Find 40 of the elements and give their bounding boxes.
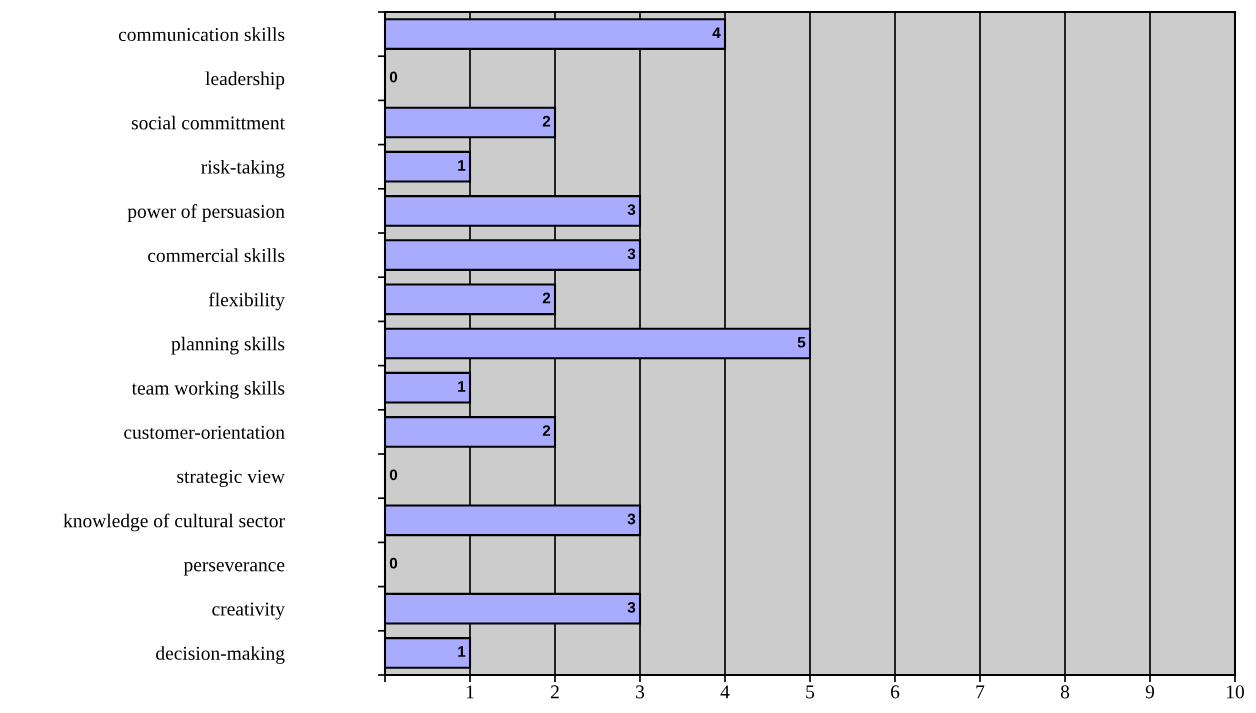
y-tick-label: knowledge of cultural sector — [63, 513, 285, 532]
y-tick-label: flexibility — [208, 292, 285, 311]
y-tick-label: perseverance — [183, 562, 285, 576]
x-tick-label: 10 — [1226, 685, 1244, 699]
x-tick-label: 3 — [636, 685, 645, 699]
x-tick-label: 6 — [890, 685, 900, 699]
data-label: 3 — [627, 204, 636, 216]
data-label: 0 — [389, 557, 398, 569]
data-label: 3 — [627, 248, 636, 260]
y-tick-label: customer-orientation — [124, 425, 285, 439]
data-label: 3 — [627, 601, 636, 613]
y-tick-label: planning skills — [171, 336, 285, 355]
data-label: 0 — [389, 469, 398, 481]
data-label: 5 — [797, 336, 806, 348]
data-label: 2 — [542, 292, 551, 304]
data-label: 0 — [389, 71, 398, 83]
x-tick-label: 9 — [1145, 685, 1155, 699]
y-tick-label: social committment — [131, 115, 285, 130]
y-tick-label: decision-making — [156, 646, 285, 664]
y-tick-label: power of persuasion — [127, 204, 285, 222]
x-tick-label: 2 — [550, 685, 559, 699]
y-tick-label: communication skills — [118, 27, 285, 42]
x-tick-label: 5 — [806, 685, 815, 699]
y-tick-label: creativity — [212, 602, 285, 620]
y-tick-label: commercial skills — [148, 248, 285, 263]
x-tick-label: 4 — [720, 685, 730, 699]
x-tick-label: 1 — [466, 685, 474, 699]
data-label: 1 — [458, 381, 466, 392]
y-tick-label: leadership — [205, 71, 285, 90]
y-tick-label: strategic view — [177, 469, 285, 488]
data-label: 3 — [627, 513, 636, 525]
data-label: 4 — [712, 27, 721, 39]
data-label: 1 — [458, 646, 466, 657]
x-tick-label: 7 — [976, 685, 985, 699]
data-label: 2 — [542, 115, 551, 127]
y-tick-label: risk-taking — [201, 159, 285, 178]
data-label: 1 — [458, 160, 466, 171]
y-tick-label: team working skills — [131, 380, 285, 399]
data-label: 2 — [542, 425, 551, 436]
x-tick-label: 8 — [1060, 685, 1070, 699]
